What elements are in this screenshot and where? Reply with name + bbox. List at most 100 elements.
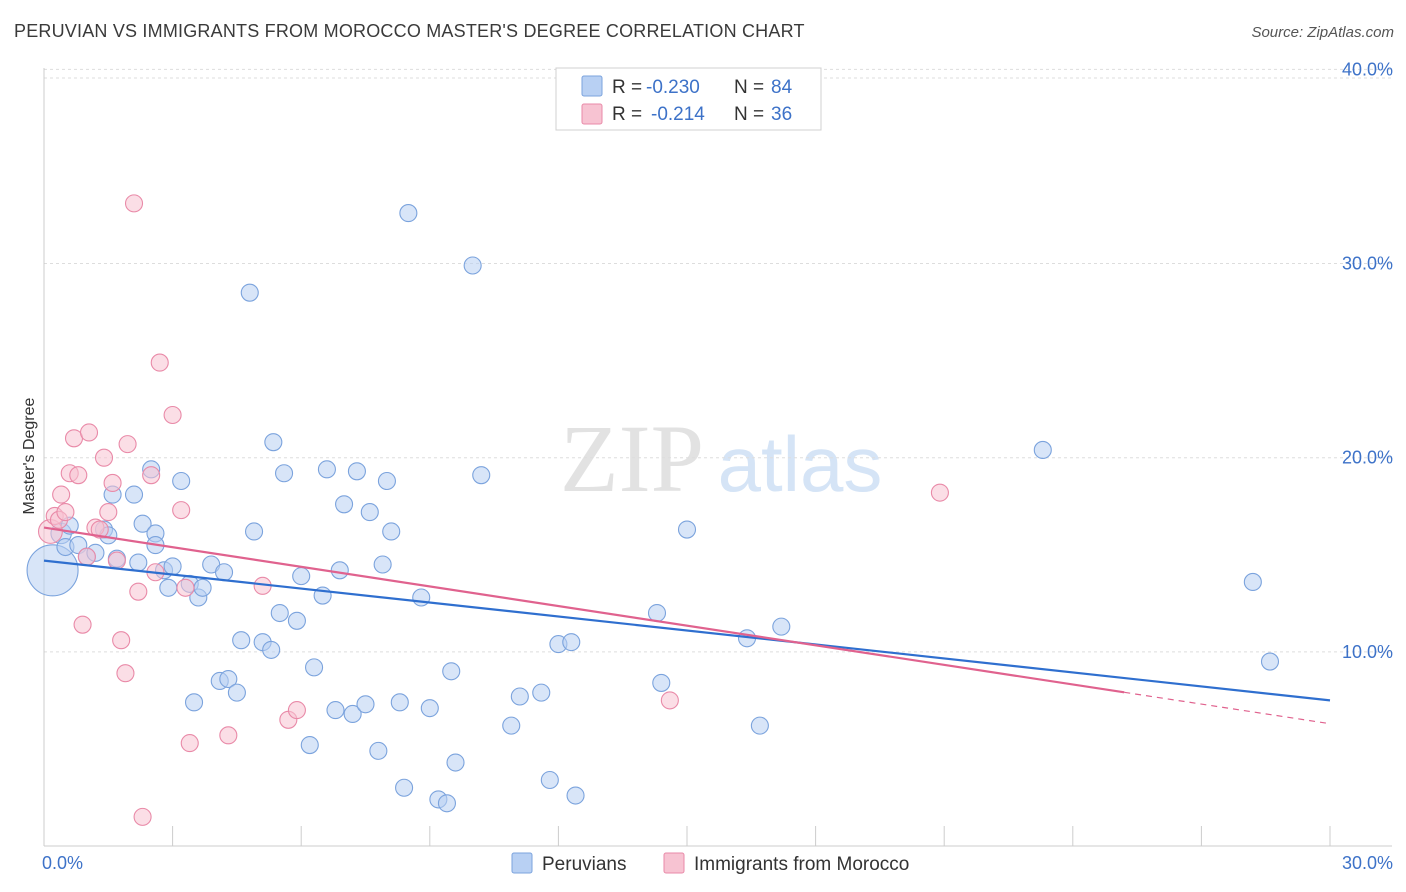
watermark: ZIP atlas [560, 405, 882, 512]
peruvian-point [1260, 652, 1280, 671]
morocco-point [79, 423, 99, 442]
peruvian-point [129, 553, 148, 572]
peruvian-point [540, 770, 559, 790]
morocco-point [176, 578, 195, 597]
y-tick-label: 40.0% [1342, 59, 1393, 79]
peruvian-point [244, 522, 264, 541]
peruvian-point [232, 631, 251, 650]
x-tick-label: 0.0% [42, 853, 83, 873]
peruvian-point [347, 462, 366, 481]
morocco-point [77, 547, 96, 566]
morocco-point [180, 734, 199, 753]
morocco-point [69, 466, 88, 485]
morocco-point [219, 726, 238, 745]
y-tick-label: 20.0% [1342, 448, 1393, 468]
peruvian-point [270, 603, 289, 623]
legend-swatch-morocco [581, 103, 603, 125]
peruvian-point [275, 464, 294, 483]
peruvian-point [472, 466, 491, 485]
peruvian-point [317, 460, 336, 479]
peruvian-point [292, 567, 311, 586]
morocco-point [112, 631, 131, 650]
morocco-point [52, 485, 71, 504]
x-tick-label: 30.0% [1342, 853, 1393, 873]
legend-n-label: N = [734, 104, 764, 125]
peruvian-point [124, 485, 144, 504]
peruvian-point [647, 603, 667, 623]
legend-label-peruvians: Peruvians [542, 854, 627, 875]
trend-line-peruvians [43, 559, 1331, 702]
trend-lines [43, 526, 1331, 725]
legend-r-label: R = [612, 77, 642, 98]
peruvian-point [326, 701, 345, 720]
peruvian-point [412, 588, 431, 607]
peruvian-point [360, 503, 379, 522]
morocco-point [103, 473, 122, 492]
gridlines [44, 68, 1392, 653]
morocco-point [124, 194, 144, 213]
peruvian-point [1033, 440, 1052, 459]
peruvian-point [390, 693, 409, 712]
y-axis-ticks: 10.0% 20.0% 30.0% 40.0% [1342, 59, 1393, 661]
peruvian-point [264, 433, 283, 452]
peruvian-point [437, 794, 456, 813]
legend-swatch-peruvians [511, 852, 533, 874]
chart-title: PERUVIAN VS IMMIGRANTS FROM MOROCCO MAST… [14, 21, 805, 41]
y-axis-label: Master's Degree [21, 397, 38, 514]
trend-line-morocco [43, 526, 1125, 694]
morocco-point [56, 503, 75, 522]
legend-swatch-peruvians [581, 75, 603, 97]
peruvian-point [562, 633, 581, 652]
peruvian-point [335, 495, 354, 514]
correlation-legend: R = -0.230 N = 84 R = -0.214 N = 36 [555, 67, 822, 131]
watermark-atlas: atlas [718, 420, 883, 508]
peruvian-point [652, 673, 671, 692]
peruvian-point [510, 687, 529, 706]
series-legend: Peruvians Immigrants from Morocco [511, 852, 909, 875]
peruvian-point [330, 561, 349, 580]
legend-n-value: 36 [771, 104, 792, 125]
morocco-point [172, 501, 191, 520]
morocco-point [133, 807, 152, 826]
peruvian-point [287, 611, 306, 630]
peruvian-point [133, 514, 152, 533]
peruvian-point [343, 704, 362, 724]
axes [43, 68, 1392, 847]
peruvian-point [442, 662, 461, 681]
peruvian-point [377, 471, 396, 491]
legend-r-value: -0.230 [646, 77, 700, 98]
peruvian-point [382, 522, 401, 541]
peruvian-point [356, 695, 375, 714]
morocco-point [150, 353, 169, 372]
legend-r-label: R = [612, 104, 642, 125]
peruvian-point [240, 283, 259, 302]
morocco-point [99, 503, 118, 522]
morocco-point [118, 435, 137, 454]
morocco-point [73, 615, 92, 634]
x-axis-ticks: 0.0% 30.0% [42, 853, 1393, 873]
morocco-point [142, 466, 161, 485]
trend-line-morocco-extension [1124, 691, 1331, 725]
peruvian-point [172, 471, 191, 491]
y-tick-label: 10.0% [1342, 642, 1393, 662]
morocco-point [129, 582, 148, 601]
peruvian-point [262, 640, 281, 659]
peruvian-point [677, 520, 697, 539]
source-credit: Source: ZipAtlas.com [1251, 24, 1394, 41]
peruvian-point [227, 683, 246, 702]
legend-n-label: N = [734, 77, 764, 98]
peruvian-point [26, 544, 79, 597]
peruvian-point [305, 658, 324, 677]
morocco-point [94, 448, 114, 467]
peruvian-point [1243, 572, 1262, 592]
morocco-point [64, 429, 84, 448]
y-tick-label: 30.0% [1342, 254, 1393, 274]
peruvian-point [395, 778, 414, 797]
legend-swatch-morocco [663, 852, 685, 874]
peruvian-point [420, 699, 439, 718]
peruvian-point [532, 683, 551, 702]
morocco-point [90, 520, 109, 539]
morocco-point [660, 691, 679, 710]
watermark-zip: ZIP [560, 405, 704, 512]
